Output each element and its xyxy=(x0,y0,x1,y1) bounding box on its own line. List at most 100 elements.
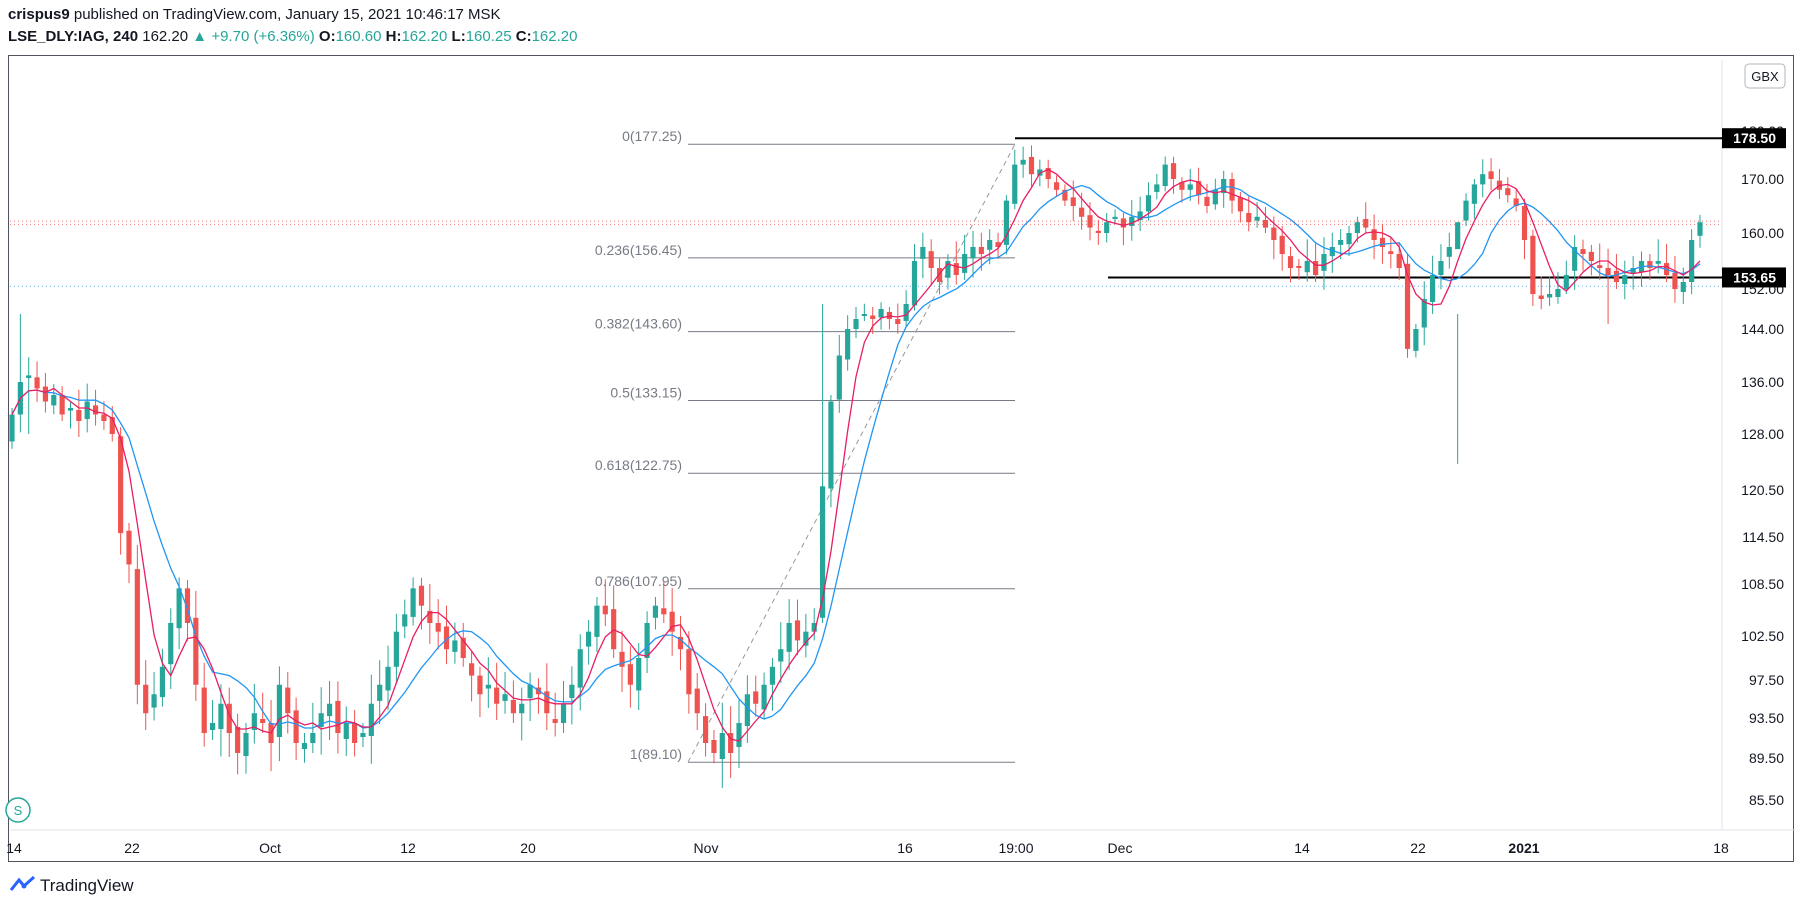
candle-body xyxy=(1463,200,1469,221)
candle-body xyxy=(627,664,633,685)
candle-body xyxy=(1095,230,1101,233)
close-label: C: xyxy=(515,28,532,45)
currency-badge[interactable] xyxy=(1744,63,1786,89)
footer-brand[interactable]: TradingView xyxy=(9,875,134,897)
candle-body xyxy=(1379,237,1386,247)
price-marker-box xyxy=(1722,128,1786,149)
y-tick-label: 120.50 xyxy=(1741,482,1784,498)
x-tick-label: Dec xyxy=(1108,840,1133,856)
candle-body xyxy=(101,414,107,421)
candle-body xyxy=(1438,261,1444,275)
y-tick-label: 170.00 xyxy=(1741,171,1784,187)
candle-body xyxy=(586,631,592,647)
candle-body xyxy=(995,242,1001,247)
candle-body xyxy=(1045,167,1051,179)
candle-body xyxy=(1104,222,1110,233)
author-name[interactable]: crispus9 xyxy=(8,6,70,23)
ma-fast-line xyxy=(11,168,1701,742)
y-tick-label: 160.00 xyxy=(1741,225,1784,241)
candle-body xyxy=(218,703,224,729)
candle-body xyxy=(352,723,358,743)
candle-body xyxy=(326,703,333,717)
candle-body xyxy=(1388,251,1394,254)
candle-body xyxy=(1329,247,1335,257)
candle-body xyxy=(1404,263,1411,349)
fib-level-label: 0.5(133.15) xyxy=(610,385,682,401)
x-tick-label: 14 xyxy=(6,840,22,856)
candle-body xyxy=(1179,182,1185,190)
candle-body xyxy=(1697,222,1703,236)
candle-body xyxy=(928,251,934,268)
candle-body xyxy=(402,614,408,627)
candle-body xyxy=(552,719,558,723)
candle-body xyxy=(819,486,826,618)
candle-body xyxy=(427,610,433,623)
candle-body xyxy=(1162,164,1168,187)
candle-body xyxy=(159,666,166,698)
y-tick-label: 114.50 xyxy=(1742,529,1784,545)
y-tick-label: 97.50 xyxy=(1749,672,1784,688)
candle-body xyxy=(1363,218,1369,228)
ma-slow-line xyxy=(11,184,1701,729)
price-change: +9.70 (+6.36%) xyxy=(211,28,315,45)
candle-body xyxy=(845,329,851,360)
candle-body xyxy=(761,684,767,710)
y-tick-label: 108.50 xyxy=(1741,576,1784,592)
fib-trend-line xyxy=(687,143,1016,763)
candle-body xyxy=(903,304,909,321)
candle-body xyxy=(1254,216,1260,221)
candle-body xyxy=(226,703,232,733)
candle-body xyxy=(1488,171,1494,179)
candle-body xyxy=(987,240,993,250)
candle-body xyxy=(878,309,884,318)
candle-body xyxy=(134,569,140,685)
candle-body xyxy=(702,716,709,743)
candle-body xyxy=(1070,197,1076,206)
candle-body xyxy=(519,703,525,714)
y-tick-label: 136.00 xyxy=(1741,374,1784,390)
candle-body xyxy=(811,623,817,632)
candle-body xyxy=(527,684,533,699)
y-tick-label: 128.00 xyxy=(1741,426,1784,442)
candle-body xyxy=(1513,198,1519,206)
candle-body xyxy=(410,588,416,617)
low-label: L: xyxy=(451,28,466,45)
candle-body xyxy=(151,694,157,708)
candle-body xyxy=(560,703,567,723)
candle-body xyxy=(1003,200,1010,245)
candle-body xyxy=(920,247,926,259)
candle-body xyxy=(1170,163,1177,179)
candle-body xyxy=(1430,275,1436,302)
symbol-label: LSE_DLY:IAG, 240 xyxy=(8,28,139,45)
candle-body xyxy=(109,417,115,434)
candle-body xyxy=(9,414,15,442)
currency-label: GBX xyxy=(1751,69,1779,84)
candle-body xyxy=(377,684,383,701)
candle-body xyxy=(1313,261,1319,275)
candle-body xyxy=(1505,188,1511,196)
candle-body xyxy=(870,315,876,319)
candle-body xyxy=(1271,227,1277,240)
candle-body xyxy=(168,623,174,665)
candle-body xyxy=(1204,196,1210,206)
candle-body xyxy=(753,691,759,704)
candle-body xyxy=(577,649,583,688)
candle-body xyxy=(1555,289,1561,297)
candle-body xyxy=(235,727,241,753)
x-tick-label: 20 xyxy=(520,840,536,856)
candle-body xyxy=(293,710,299,743)
candle-body xyxy=(953,263,959,275)
candle-body xyxy=(1396,254,1402,268)
publish-text: published on TradingView.com, January 15… xyxy=(73,6,501,23)
symbol-badge-icon xyxy=(5,797,31,823)
publish-info: crispus9 published on TradingView.com, J… xyxy=(8,6,501,23)
candle-body xyxy=(360,733,366,737)
candle-body xyxy=(368,703,374,736)
candle-body xyxy=(385,666,391,691)
candle-body xyxy=(1120,218,1126,228)
candle-body xyxy=(1546,294,1553,298)
candle-body xyxy=(184,588,191,623)
candle-body xyxy=(310,733,316,743)
candle-body xyxy=(1630,268,1636,273)
